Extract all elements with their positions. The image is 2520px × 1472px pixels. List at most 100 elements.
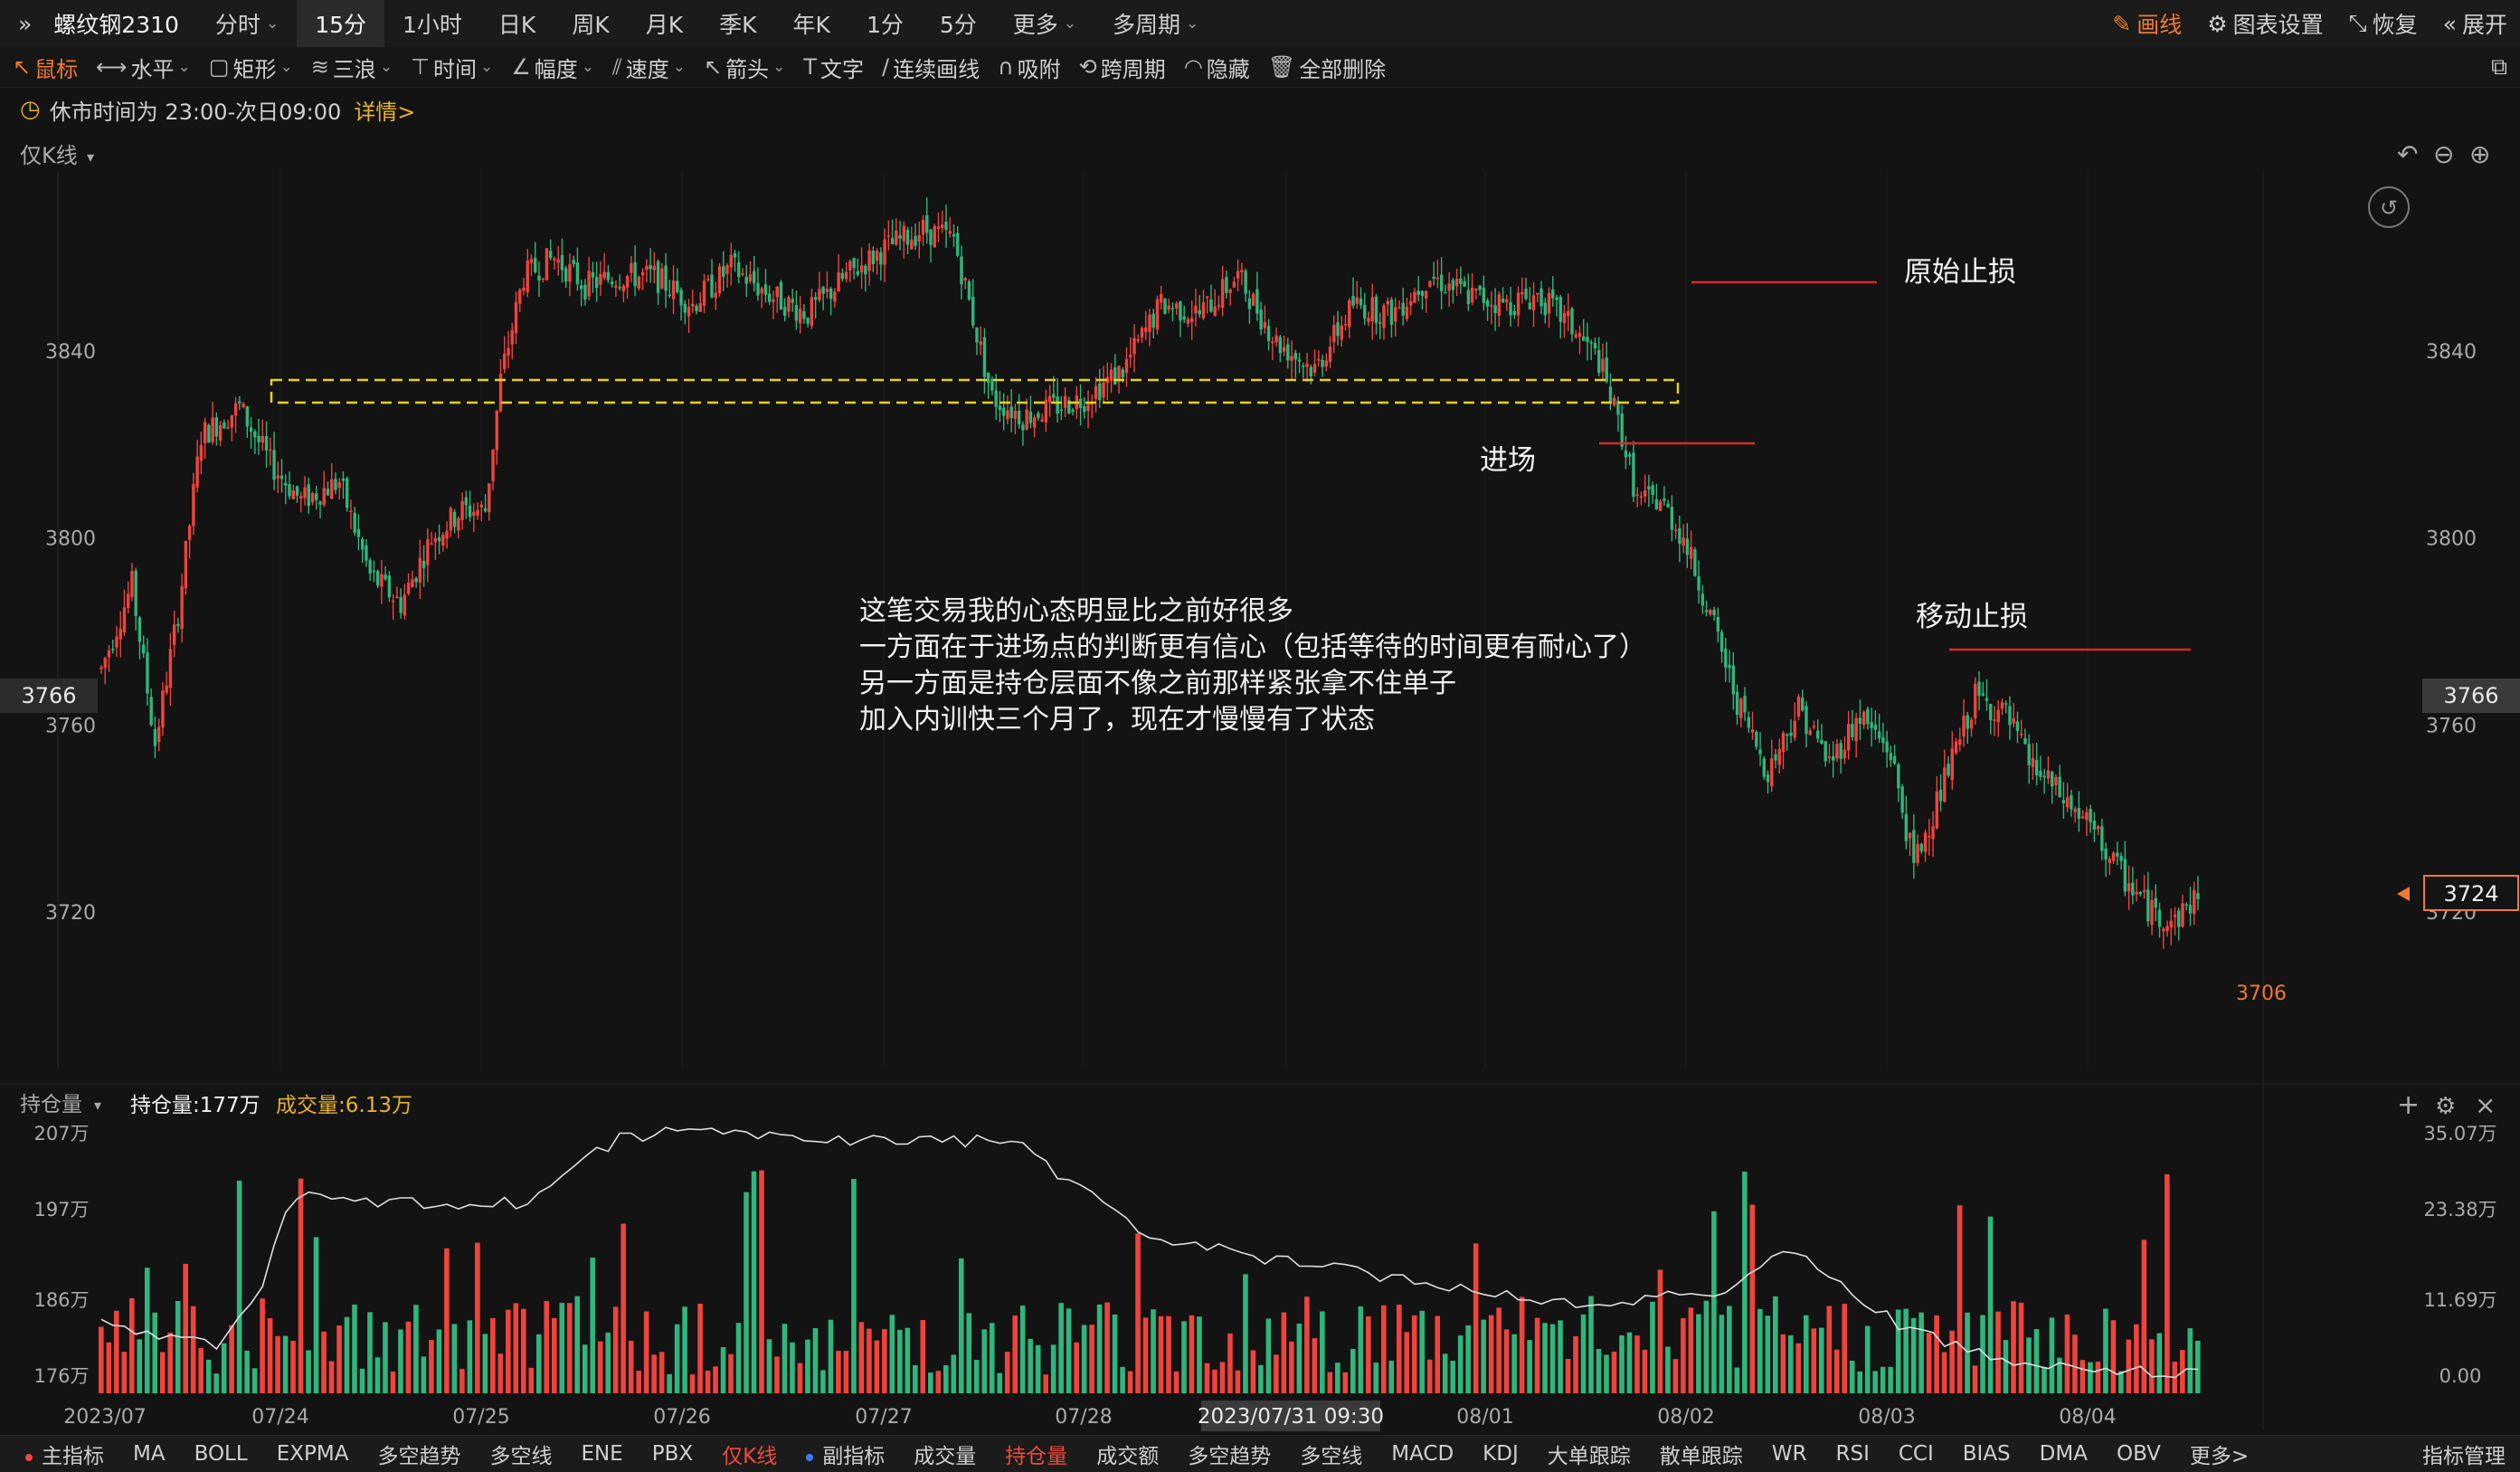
indicator-manage-button[interactable]: 指标管理 <box>2422 1445 2506 1468</box>
period-tab[interactable]: 周K <box>554 7 627 40</box>
undo-icon[interactable]: ↶ <box>2397 139 2418 169</box>
period-tab[interactable]: 更多 ⌄ <box>995 7 1094 40</box>
candle-body <box>491 449 495 481</box>
draw-tool-button[interactable]: ⟲ 跨周期 <box>1070 52 1175 83</box>
candle-body <box>452 511 457 527</box>
indicator-tab[interactable]: 大单跟踪 <box>1533 1439 1645 1469</box>
period-tab[interactable]: 年K <box>775 7 848 40</box>
volume-bar <box>1519 1296 1525 1393</box>
collapse-sidebar-button[interactable]: » <box>0 11 50 37</box>
draw-tool-button[interactable]: ↖ 鼠标 <box>4 52 87 83</box>
indicator-tab[interactable]: 多空趋势 <box>1173 1439 1285 1469</box>
moving-stop-label[interactable]: 移动止损 <box>1916 601 2028 633</box>
period-tab[interactable]: 日K <box>480 7 554 40</box>
period-tab[interactable]: 分时 ⌄ <box>197 7 297 40</box>
period-tab[interactable]: 1分 <box>848 7 922 40</box>
window-icon[interactable]: ⧉ <box>2491 53 2507 80</box>
draw-tool-button[interactable]: ↖ 箭头 ⌄ <box>695 52 794 83</box>
candle-body <box>1989 704 1993 721</box>
candle-body <box>1501 298 1505 303</box>
draw-tool-button[interactable]: ▢ 矩形 ⌄ <box>200 52 302 83</box>
period-tab[interactable]: 多周期 ⌄ <box>1094 7 1217 40</box>
top-action-button[interactable]: «展开 <box>2430 7 2520 40</box>
indicator-tab[interactable]: 更多> <box>2175 1439 2263 1469</box>
candle-body <box>1728 664 1731 669</box>
chart-area[interactable]: 仅K线 ▾ ↶ ⊖ ⊕ ↺ 3840 3800 3760 3720 3840 3800 3… <box>0 132 2520 1435</box>
draw-tool-button[interactable]: ∕ 连续画线 <box>873 52 989 83</box>
gear-icon[interactable]: ⚙ <box>2435 1093 2456 1120</box>
period-tab[interactable]: 月K <box>628 7 701 40</box>
plus-icon[interactable]: + <box>2397 1089 2420 1121</box>
indicator-tab[interactable]: ENE <box>566 1442 637 1466</box>
draw-tool-button[interactable]: ⟷ 水平 ⌄ <box>87 52 200 83</box>
candle-body <box>1682 537 1685 546</box>
top-action-button[interactable]: ✎ 画线 <box>2099 7 2194 40</box>
entry-label[interactable]: 进场 <box>1480 444 1536 477</box>
indicator-tab[interactable]: PBX <box>638 1442 707 1466</box>
draw-tool-button[interactable]: ◠ 隐藏 <box>1175 52 1259 83</box>
draw-tool-button[interactable]: ∠ 幅度 ⌄ <box>502 52 603 83</box>
zoom-in-icon[interactable]: ⊕ <box>2469 139 2490 169</box>
top-action-button[interactable]: ⤡ 恢复 <box>2336 7 2430 40</box>
indicator-tab[interactable]: WR <box>1757 1442 1822 1466</box>
symbol-title[interactable]: 螺纹钢2310 <box>53 12 179 38</box>
candle-body <box>356 528 361 537</box>
indicator-tab[interactable]: 散单跟踪 <box>1645 1439 1757 1469</box>
draw-tool-button[interactable]: T 文字 <box>794 52 873 83</box>
trade-note[interactable]: 这笔交易我的心态明显比之前好很多 一方面在于进场点的判断更有信心（包括等待的时间… <box>859 595 1646 736</box>
consolidation-box[interactable] <box>270 378 1680 404</box>
indicator-tab[interactable]: 多空趋势 <box>363 1439 475 1469</box>
indicator-tab[interactable]: BIAS <box>1948 1442 2025 1466</box>
volume-bar <box>1842 1304 1848 1393</box>
zoom-out-icon[interactable]: ⊖ <box>2433 139 2454 169</box>
candle-body <box>2162 928 2165 932</box>
indicator-tab[interactable]: CCI <box>1884 1442 1948 1466</box>
candle-body <box>2123 859 2127 892</box>
candle-body <box>211 417 214 442</box>
candle-body <box>960 256 963 285</box>
candle-body <box>717 266 722 294</box>
top-action-button[interactable]: ⚙ 图表设置 <box>2194 7 2335 40</box>
candle-body <box>549 251 553 259</box>
candle-body <box>276 475 279 479</box>
kline-chart[interactable]: 仅K线 ▾ ↶ ⊖ ⊕ ↺ 3840 3800 3760 3720 3840 3800 3… <box>0 132 2520 1435</box>
indicator-tab[interactable]: BOLL <box>180 1442 262 1466</box>
indicator-tab[interactable]: OBV <box>2102 1442 2175 1466</box>
indicator-tab[interactable]: 副指标 <box>791 1439 899 1469</box>
indicator-tab[interactable]: DMA <box>2025 1442 2102 1466</box>
indicator-tab[interactable]: 主指标 <box>11 1439 118 1469</box>
period-tab[interactable]: 1小时 <box>384 7 480 40</box>
close-icon[interactable]: × <box>2475 1090 2496 1120</box>
draw-tool-button[interactable]: ∩ 吸附 <box>989 52 1070 83</box>
original-stop-label[interactable]: 原始止损 <box>1904 256 2016 289</box>
mode-label[interactable]: 仅K线 <box>20 143 78 168</box>
period-tab[interactable]: 15分 <box>297 0 384 47</box>
volume-bar <box>1703 1300 1710 1393</box>
candle-body <box>2085 812 2089 821</box>
period-tab[interactable]: 5分 <box>922 7 995 40</box>
indicator-tab[interactable]: 持仓量 <box>990 1439 1082 1469</box>
indicator-tab[interactable]: RSI <box>1821 1442 1883 1466</box>
draw-tool-button[interactable]: ⊤ 时间 ⌄ <box>402 52 502 83</box>
indicator-tab[interactable]: 多空线 <box>1285 1439 1377 1469</box>
candle-body <box>1032 417 1037 428</box>
draw-tool-button[interactable]: 🗑 全部删除 <box>1259 52 1395 83</box>
indicator-tab[interactable]: 成交额 <box>1082 1439 1173 1469</box>
details-link[interactable]: 详情> <box>354 99 416 125</box>
time-line-icon: ⊤ <box>411 54 430 80</box>
volume-bar <box>658 1352 665 1393</box>
indicator-tab[interactable]: 成交量 <box>899 1439 990 1469</box>
indicator-tab[interactable]: EXPMA <box>262 1442 364 1466</box>
draw-tool-button[interactable]: ≋ 三浪 ⌄ <box>302 52 402 83</box>
draw-tool-button[interactable]: ⫽ 速度 ⌄ <box>603 52 695 83</box>
volume-bar <box>1035 1344 1041 1393</box>
indicator-tab[interactable]: MACD <box>1377 1442 1468 1466</box>
reset-view-icon[interactable] <box>2368 186 2410 228</box>
indicator-tab[interactable]: KDJ <box>1468 1442 1533 1466</box>
draw-tool-label: 矩形 <box>232 56 277 82</box>
sub-mode-label[interactable]: 持仓量 <box>20 1093 82 1116</box>
indicator-tab[interactable]: MA <box>118 1442 180 1466</box>
indicator-tab[interactable]: 仅K线 <box>707 1439 791 1469</box>
period-tab[interactable]: 季K <box>701 7 774 40</box>
indicator-tab[interactable]: 多空线 <box>475 1439 566 1469</box>
